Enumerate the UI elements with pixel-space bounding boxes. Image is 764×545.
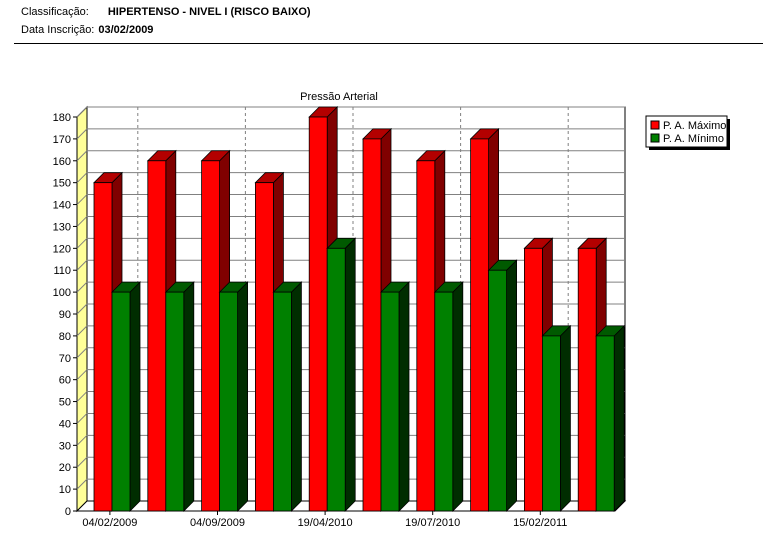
y-gridline-side	[76, 325, 88, 337]
bar-side	[237, 281, 249, 512]
bar-front	[542, 335, 561, 512]
y-tick-label: 20	[59, 462, 71, 474]
registration-label: Data Inscrição:	[21, 24, 95, 36]
y-tick-label: 180	[53, 112, 71, 124]
bar-side	[183, 281, 195, 512]
y-tick-label: 80	[59, 331, 71, 343]
y-gridline-side	[76, 434, 88, 446]
legend-label: P. A. Mínimo	[663, 133, 724, 145]
y-gridline-side	[76, 128, 88, 140]
y-tick-label: 0	[65, 506, 71, 518]
chart-title: Pressão Arterial	[300, 91, 378, 103]
y-gridline-side	[76, 237, 88, 249]
y-gridline-side	[76, 369, 88, 381]
bar-pa-minimo	[111, 281, 141, 512]
y-tick-label: 150	[53, 178, 71, 190]
registration-value: 03/02/2009	[98, 24, 154, 36]
bar-front	[380, 291, 400, 512]
y-tick-label: 90	[59, 309, 71, 321]
bar-front	[254, 182, 274, 512]
y-gridline-side	[76, 194, 88, 205]
y-tick-label: 50	[59, 397, 71, 409]
y-gridline-side	[76, 106, 88, 118]
y-tick-label: 70	[59, 353, 71, 365]
y-tick-label: 120	[53, 243, 71, 255]
bar-front	[524, 247, 543, 512]
classification-label: Classificação:	[21, 6, 89, 18]
y-tick-label: 140	[53, 200, 71, 212]
x-tick-label: 04/09/2009	[190, 517, 245, 529]
legend-label: P. A. Máximo	[663, 120, 726, 132]
header-divider	[14, 43, 763, 44]
bar-side	[560, 324, 571, 512]
bar-front	[272, 291, 292, 512]
bar-front	[434, 291, 454, 512]
y-gridline-side	[76, 413, 88, 424]
bar-side	[398, 281, 410, 512]
y-tick-label: 60	[59, 375, 71, 387]
bar-pa-minimo	[218, 281, 249, 512]
y-gridline-side	[76, 303, 88, 315]
bar-pa-minimo	[487, 259, 518, 512]
bar-front	[201, 160, 221, 512]
bar-front	[308, 116, 328, 512]
y-tick-label: 110	[53, 265, 71, 277]
classification-value: HIPERTENSO - NIVEL I (RISCO BAIXO)	[107, 6, 311, 18]
bar-pa-minimo	[595, 324, 626, 512]
bar-pa-minimo	[380, 281, 410, 512]
x-tick-label: 15/02/2011	[513, 517, 567, 529]
y-gridline-side	[76, 281, 88, 293]
bar-side	[290, 281, 302, 512]
registration-row: Data Inscrição: 03/02/2009	[21, 24, 153, 36]
y-gridline-side	[76, 347, 88, 359]
bar-front	[577, 247, 597, 512]
bar-side	[344, 237, 356, 512]
bar-front	[326, 247, 346, 512]
bar-side	[506, 259, 517, 512]
bar-front	[416, 160, 436, 512]
classification-row: Classificação: HIPERTENSO - NIVEL I (RISC…	[21, 6, 311, 18]
y-gridline-side	[76, 456, 88, 468]
bar-front	[362, 138, 382, 512]
y-tick-label: 30	[59, 440, 71, 452]
x-tick-label: 04/02/2009	[82, 517, 137, 529]
bar-front	[595, 335, 615, 512]
y-gridline-side	[76, 478, 88, 490]
y-tick-label: 100	[53, 287, 71, 299]
bar-front	[488, 269, 508, 512]
y-gridline-side	[76, 150, 88, 162]
bar-front	[93, 182, 113, 512]
bar-pa-minimo	[272, 281, 303, 512]
bar-side	[452, 281, 464, 512]
bar-front	[147, 160, 167, 512]
y-tick-label: 160	[53, 156, 71, 168]
y-tick-label: 170	[53, 134, 71, 146]
legend-swatch	[650, 120, 660, 130]
y-gridline-side	[76, 391, 88, 402]
bar-pa-minimo	[433, 281, 464, 512]
legend-swatch	[650, 133, 660, 143]
bar-pa-minimo	[164, 281, 195, 512]
bar-pa-minimo	[326, 237, 357, 512]
bar-front	[219, 291, 239, 512]
bar-pa-minimo	[541, 324, 572, 512]
bar-front	[111, 291, 131, 512]
bar-side	[613, 324, 625, 512]
x-tick-label: 19/04/2010	[298, 517, 353, 529]
bar-front	[165, 291, 185, 512]
y-gridline-side	[76, 259, 88, 271]
bar-side	[129, 281, 141, 512]
y-gridline-side	[76, 216, 88, 227]
y-tick-label: 10	[59, 484, 71, 496]
y-tick-label: 130	[53, 221, 71, 233]
x-tick-label: 19/07/2010	[405, 517, 460, 529]
bar-front	[470, 138, 490, 512]
y-gridline-side	[76, 172, 88, 184]
y-tick-label: 40	[59, 418, 71, 430]
